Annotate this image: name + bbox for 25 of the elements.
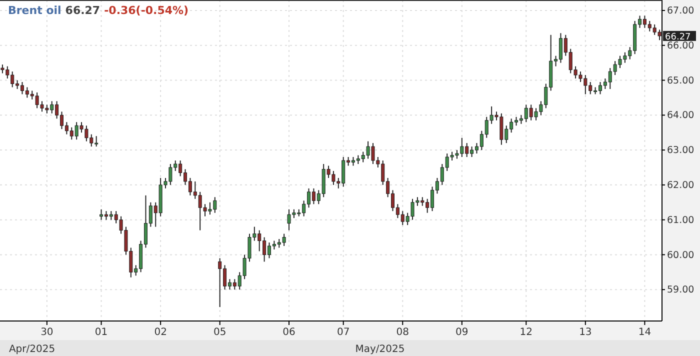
text: May/2025 [355,344,405,355]
y-tick-label: 62.00 [667,180,694,191]
x-tick-label: 12 [520,327,533,338]
x-tick-label: 09 [456,327,468,338]
text: Apr/2025 [8,344,56,355]
chart-title: Brent oil [8,4,62,17]
y-tick-label: 61.00 [667,214,694,226]
y-tick-label: 63.00 [667,145,694,156]
x-tick-label: 13 [579,327,592,338]
y-tick-label: 67.00 [667,6,694,17]
x-tick-label: 14 [638,327,652,338]
y-tick-label: 65.00 [667,75,694,86]
annotation: 66.27 [665,32,691,42]
y-tick-label: 59.00 [667,284,694,296]
chart-subtitle: 66.27 -0.36(-0.54%) [65,4,189,17]
y-tick-label: 64.00 [667,110,694,122]
x-tick-label: 02 [154,327,167,338]
y-tick-label: 60.00 [667,250,694,261]
x-tick-label: 08 [396,327,409,338]
x-tick-label: 06 [282,327,296,338]
x-tick-label: 05 [213,327,226,338]
x-tick-label: 30 [40,327,54,338]
x-tick-label: 01 [94,327,108,338]
x-tick-label: 07 [336,327,350,338]
y-tick-label: 66.00 [667,40,694,52]
